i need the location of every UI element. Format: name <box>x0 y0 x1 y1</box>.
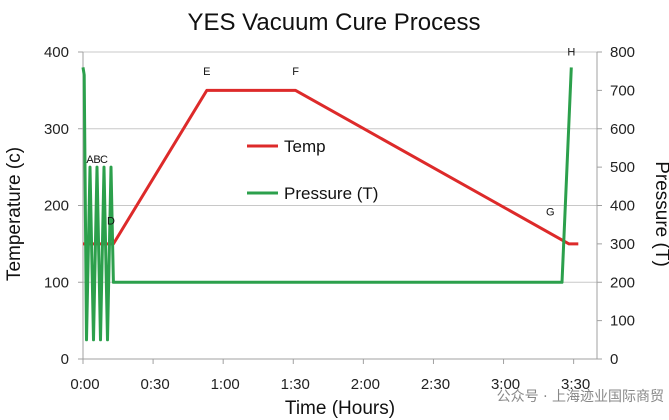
x-tick-label: 2:00 <box>351 376 380 393</box>
legend-label-pressure: Pressure (T) <box>284 184 378 203</box>
y-tick-label: 200 <box>44 198 69 215</box>
y2-tick-label: 0 <box>610 351 618 368</box>
point-label-d: D <box>107 216 115 228</box>
point-label-a: A <box>86 154 94 166</box>
temp-line <box>83 88 579 246</box>
point-label-b: B <box>93 154 100 166</box>
y2-tick-labels: 0 100 200 300 400 500 600 700 800 <box>610 44 635 368</box>
legend: Temp Pressure (T) <box>247 137 378 203</box>
chart-title: YES Vacuum Cure Process <box>187 9 480 36</box>
x-tick-label: 2:30 <box>421 376 450 393</box>
point-label-g: G <box>546 206 555 218</box>
x-tick-labels: 0:00 0:30 1:00 1:30 2:00 2:30 3:00 3:30 <box>70 376 590 393</box>
series-lines <box>81 67 579 342</box>
y2-tick-label: 400 <box>610 198 635 215</box>
x-tick-label: 3:30 <box>561 376 590 393</box>
y-tick-labels: 0 100 200 300 400 <box>44 44 69 368</box>
y2-axis-title: Pressure (T) <box>651 161 669 267</box>
y2-tick-label: 800 <box>610 44 635 61</box>
watermark-text: 公众号 · 上海迹业国际商贸 <box>497 389 664 405</box>
y-tick-label: 0 <box>61 351 69 368</box>
y-tick-label: 400 <box>44 44 69 61</box>
x-tick-label: 3:00 <box>491 376 520 393</box>
y2-tick-label: 600 <box>610 121 635 138</box>
x-tick-label: 1:00 <box>211 376 240 393</box>
y2-tick-label: 200 <box>610 274 635 291</box>
point-label-c: C <box>100 154 108 166</box>
y-tick-label: 100 <box>44 274 69 291</box>
x-tick-label: 0:00 <box>70 376 99 393</box>
y-axis-title: Temperature (c) <box>4 147 25 281</box>
y2-tick-label: 700 <box>610 82 635 99</box>
y2-tick-label: 500 <box>610 159 635 176</box>
point-labels: A B C D E F G H <box>86 47 575 228</box>
point-label-f: F <box>292 66 299 78</box>
x-axis-title: Time (Hours) <box>285 398 395 419</box>
x-tick-label: 0:30 <box>140 376 169 393</box>
point-label-h: H <box>567 47 575 59</box>
x-tick-label: 1:30 <box>281 376 310 393</box>
y2-tick-label: 100 <box>610 313 635 330</box>
pressure-line <box>81 67 573 342</box>
legend-label-temp: Temp <box>284 137 326 156</box>
y-tick-label: 300 <box>44 121 69 138</box>
point-label-e: E <box>203 66 210 78</box>
y2-tick-label: 300 <box>610 236 635 253</box>
axes <box>78 51 602 364</box>
